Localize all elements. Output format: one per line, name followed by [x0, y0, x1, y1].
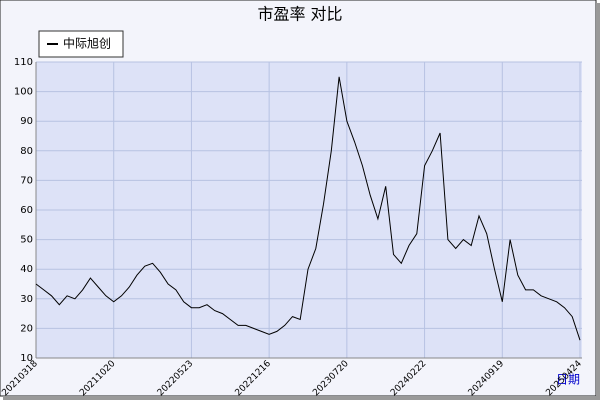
y-tick-label: 70 [20, 175, 33, 186]
y-tick-label: 50 [20, 235, 33, 246]
legend-label: 中际旭创 [63, 36, 111, 51]
y-tick-label: 80 [20, 146, 33, 157]
y-tick-label: 60 [20, 205, 33, 216]
y-tick-label: 90 [20, 116, 33, 127]
line [35, 76, 581, 341]
shadow [596, 3, 600, 400]
y-tick-label: 20 [20, 323, 33, 334]
y-tick-label: 100 [14, 87, 33, 98]
y-tick-label: 30 [20, 294, 33, 305]
y-tick-label: 40 [20, 264, 33, 275]
shadow [3, 396, 600, 400]
y-tick-label: 110 [14, 57, 33, 68]
x-axis-label: 日期 [556, 373, 580, 387]
chart-title: 市盈率 对比 [257, 5, 342, 24]
y-tick-label: 10 [20, 353, 33, 364]
